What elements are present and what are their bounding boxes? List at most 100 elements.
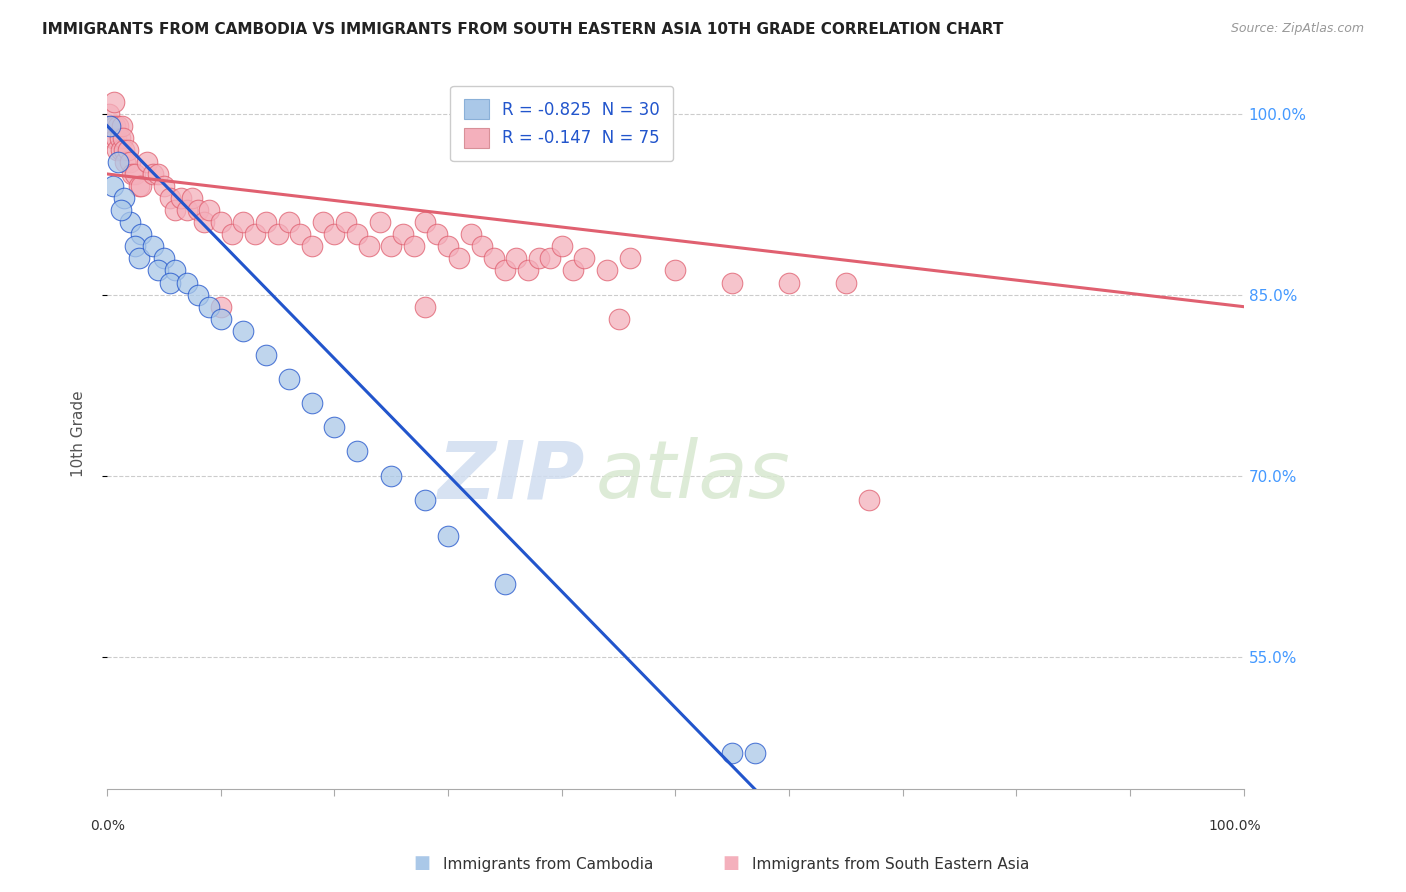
Text: ZIP: ZIP — [437, 437, 585, 515]
Point — [141, 239, 163, 253]
Point — [193, 215, 215, 229]
Point — [664, 263, 686, 277]
Point — [505, 252, 527, 266]
Point — [402, 239, 425, 253]
Point — [100, 119, 122, 133]
Point — [380, 239, 402, 253]
Point — [153, 179, 176, 194]
Point — [100, 119, 122, 133]
Point — [312, 215, 335, 229]
Point — [187, 203, 209, 218]
Point — [110, 143, 132, 157]
Point — [778, 276, 800, 290]
Point — [105, 143, 128, 157]
Point — [619, 252, 641, 266]
Point — [128, 252, 150, 266]
Point — [112, 143, 135, 157]
Point — [301, 239, 323, 253]
Point — [494, 577, 516, 591]
Text: ■: ■ — [723, 855, 740, 872]
Point — [176, 276, 198, 290]
Point — [744, 746, 766, 760]
Point — [98, 106, 121, 120]
Point — [574, 252, 596, 266]
Legend: R = -0.825  N = 30, R = -0.147  N = 75: R = -0.825 N = 30, R = -0.147 N = 75 — [450, 86, 673, 161]
Point — [104, 119, 127, 133]
Point — [209, 215, 232, 229]
Point — [346, 444, 368, 458]
Point — [254, 348, 277, 362]
Point — [187, 287, 209, 301]
Text: Immigrants from Cambodia: Immigrants from Cambodia — [443, 857, 654, 872]
Point — [141, 167, 163, 181]
Point — [176, 203, 198, 218]
Point — [129, 227, 152, 242]
Point — [858, 492, 880, 507]
Point — [596, 263, 619, 277]
Point — [148, 167, 170, 181]
Point — [460, 227, 482, 242]
Point — [380, 468, 402, 483]
Point — [551, 239, 574, 253]
Point — [482, 252, 505, 266]
Point — [148, 263, 170, 277]
Point — [111, 119, 134, 133]
Text: ■: ■ — [413, 855, 430, 872]
Point — [101, 130, 124, 145]
Point — [415, 492, 437, 507]
Text: atlas: atlas — [596, 437, 790, 515]
Point — [121, 167, 143, 181]
Point — [437, 239, 460, 253]
Point — [111, 130, 134, 145]
Point — [159, 276, 181, 290]
Point — [290, 227, 312, 242]
Point — [368, 215, 391, 229]
Text: IMMIGRANTS FROM CAMBODIA VS IMMIGRANTS FROM SOUTH EASTERN ASIA 10TH GRADE CORREL: IMMIGRANTS FROM CAMBODIA VS IMMIGRANTS F… — [42, 22, 1004, 37]
Point — [278, 372, 301, 386]
Point — [110, 203, 132, 218]
Point — [415, 215, 437, 229]
Point — [198, 203, 221, 218]
Point — [254, 215, 277, 229]
Point — [232, 324, 254, 338]
Point — [391, 227, 413, 242]
Point — [471, 239, 494, 253]
Point — [107, 119, 129, 133]
Point — [129, 179, 152, 194]
Point — [128, 179, 150, 194]
Point — [114, 154, 136, 169]
Point — [209, 311, 232, 326]
Point — [108, 130, 131, 145]
Point — [181, 191, 204, 205]
Point — [721, 746, 744, 760]
Point — [562, 263, 585, 277]
Text: 100.0%: 100.0% — [1208, 820, 1261, 833]
Point — [165, 263, 187, 277]
Point — [118, 154, 141, 169]
Point — [721, 276, 744, 290]
Point — [105, 130, 128, 145]
Point — [335, 215, 357, 229]
Point — [323, 227, 346, 242]
Point — [209, 300, 232, 314]
Point — [135, 154, 157, 169]
Point — [232, 215, 254, 229]
Point — [323, 420, 346, 434]
Point — [153, 252, 176, 266]
Point — [494, 263, 516, 277]
Point — [516, 263, 538, 277]
Point — [124, 167, 146, 181]
Point — [538, 252, 561, 266]
Point — [607, 311, 630, 326]
Point — [112, 191, 135, 205]
Point — [124, 239, 146, 253]
Point — [357, 239, 380, 253]
Point — [221, 227, 243, 242]
Point — [835, 276, 858, 290]
Point — [346, 227, 368, 242]
Point — [437, 529, 460, 543]
Point — [107, 154, 129, 169]
Point — [243, 227, 266, 242]
Point — [301, 396, 323, 410]
Text: Immigrants from South Eastern Asia: Immigrants from South Eastern Asia — [752, 857, 1029, 872]
